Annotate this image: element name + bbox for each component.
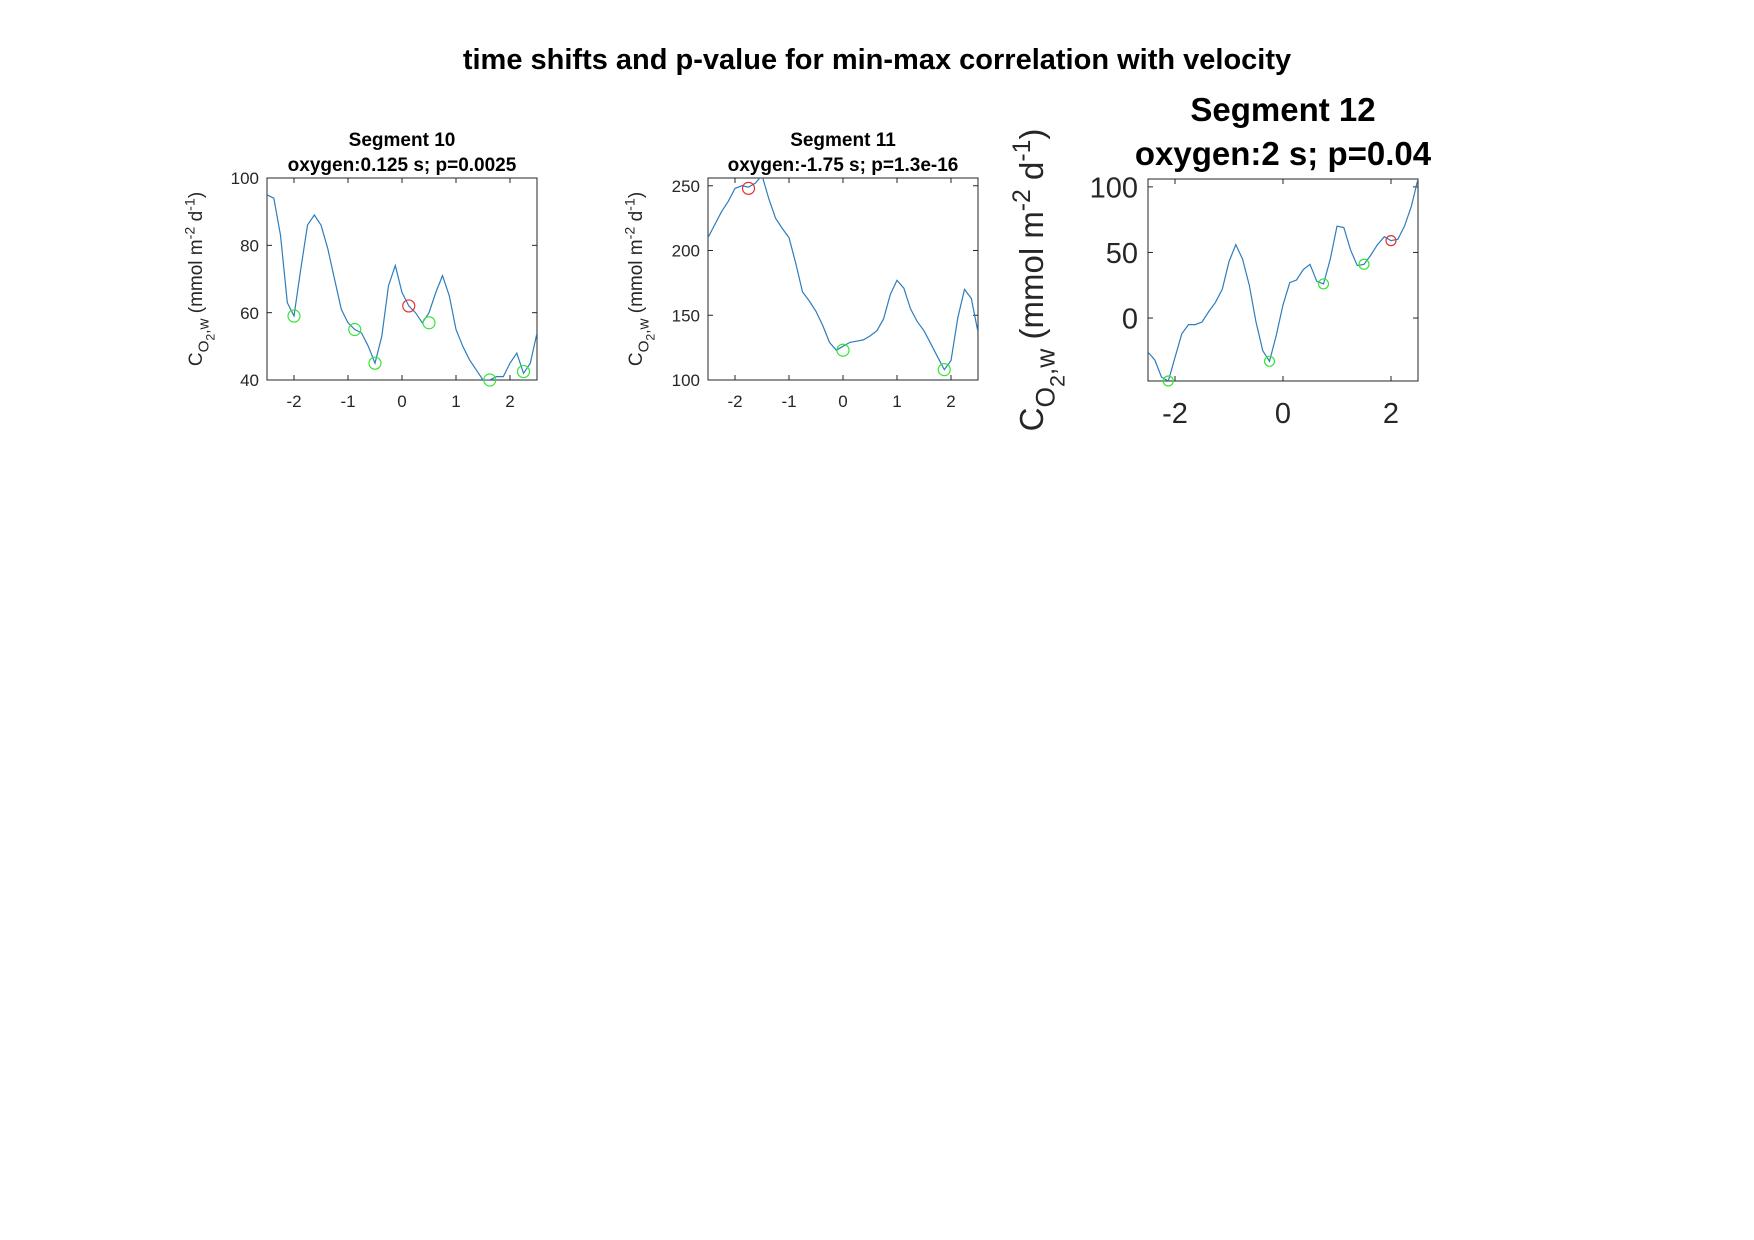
x-tick-label: -1 xyxy=(781,392,796,411)
min-marker xyxy=(348,322,362,337)
y-tick-label: 250 xyxy=(672,177,700,196)
y-axis-label-part: (mmol m xyxy=(626,239,647,318)
y-axis-label-part: 2 xyxy=(643,334,657,341)
min-marker xyxy=(287,309,301,323)
y-tick-label: 100 xyxy=(231,169,259,188)
y-axis-label-part: C xyxy=(1013,408,1050,432)
chart-title-line: oxygen:-1.75 s; p=1.3e-16 xyxy=(728,155,959,176)
min-marker xyxy=(1358,258,1370,270)
min-marker xyxy=(368,356,382,370)
x-tick-label: 2 xyxy=(505,392,514,411)
chart-panel-segment-12: Segment 12 oxygen:2 s; p=0.04 -2 0 2 0 50 100 CO… xyxy=(1009,91,1432,432)
x-tick-label: -2 xyxy=(727,392,742,411)
x-tick-label: -1 xyxy=(340,392,355,411)
chart-title-line: Segment 10 xyxy=(349,130,456,151)
series-line xyxy=(1148,179,1418,381)
y-tick-label: 80 xyxy=(240,236,259,255)
x-tick-label: 0 xyxy=(838,392,847,411)
y-axis-label: CO2,w (mmol m-2 d-1) xyxy=(622,192,657,366)
y-axis-label-part: (mmol m xyxy=(1013,211,1050,348)
y-axis-label-part: C xyxy=(626,352,647,366)
y-axis-label-part: d xyxy=(1013,162,1050,190)
max-marker xyxy=(402,299,416,313)
y-tick-label: 0 xyxy=(1122,303,1138,335)
min-marker xyxy=(937,363,951,377)
y-axis-label-part: -2 xyxy=(182,227,198,240)
y-tick-label: 150 xyxy=(672,306,700,325)
y-tick-label: 50 xyxy=(1106,238,1138,270)
x-tick-label: 1 xyxy=(892,392,901,411)
series-line xyxy=(708,178,978,371)
y-axis-label-part: -2 xyxy=(1009,189,1036,211)
y-axis-label-part: 2 xyxy=(203,334,217,341)
chart-title-line: Segment 11 xyxy=(790,130,896,151)
y-axis-label-part: ,w xyxy=(636,318,653,333)
y-axis-label-part: ) xyxy=(626,192,647,198)
y-axis-label-part: ,w xyxy=(1031,348,1061,375)
y-axis-label-part: -1 xyxy=(622,198,638,211)
y-tick-label: 60 xyxy=(240,304,259,323)
chart-panel-segment-10: Segment 10 oxygen:0.125 s; p=0.0025 -2 -1 0 1… xyxy=(182,130,538,411)
y-tick-label: 40 xyxy=(240,371,259,390)
y-axis-label-part: ) xyxy=(186,192,207,198)
y-axis-label-part: -1 xyxy=(182,198,198,211)
plot-area-box xyxy=(266,177,538,381)
x-tick-label: 0 xyxy=(397,392,406,411)
chart-title-line: oxygen:2 s; p=0.04 xyxy=(1135,135,1432,172)
y-axis-label-part: (mmol m xyxy=(186,239,207,318)
y-axis-label-part: C xyxy=(186,352,207,366)
chart-title-line: Segment 12 xyxy=(1190,91,1375,128)
y-axis-label-part: O xyxy=(1031,387,1061,408)
min-marker xyxy=(836,343,850,357)
y-axis-label-part: -1 xyxy=(1009,140,1036,162)
max-marker xyxy=(1385,235,1397,247)
plot-area-box xyxy=(707,177,979,381)
y-axis-label-part: ,w xyxy=(196,318,213,333)
min-marker xyxy=(422,316,436,330)
y-axis-label: CO2,w (mmol m-2 d-1) xyxy=(182,192,217,366)
min-marker xyxy=(516,364,531,379)
max-marker xyxy=(741,181,756,195)
y-axis-label-part: d xyxy=(186,211,207,227)
plot-area-box xyxy=(1147,178,1419,382)
y-axis-label-part: O xyxy=(636,340,653,352)
y-tick-label: 200 xyxy=(672,242,700,261)
min-marker xyxy=(1317,278,1330,290)
y-axis-label-part: -2 xyxy=(622,227,638,240)
y-axis-label-part: O xyxy=(196,340,213,352)
chart-panel-segment-11: Segment 11 oxygen:-1.75 s; p=1.3e-16 -2 -1 0… xyxy=(622,130,979,411)
series-line xyxy=(267,194,537,380)
figure-title: time shifts and p-value for min-max corr… xyxy=(462,44,1292,76)
x-tick-label: 1 xyxy=(451,392,460,411)
min-marker xyxy=(1162,375,1174,387)
x-tick-label: -2 xyxy=(1162,398,1188,430)
x-tick-label: -2 xyxy=(286,392,301,411)
y-axis-label-part: ) xyxy=(1013,129,1050,140)
y-axis-label: CO2,w (mmol m-2 d-1) xyxy=(1009,129,1070,432)
y-tick-label: 100 xyxy=(1090,172,1138,204)
x-tick-label: 0 xyxy=(1275,398,1291,430)
y-tick-label: 100 xyxy=(672,371,700,390)
y-axis-label-part: d xyxy=(626,211,647,227)
y-axis-label-part: 2 xyxy=(1045,375,1069,387)
x-tick-label: 2 xyxy=(1383,398,1399,430)
chart-title-line: oxygen:0.125 s; p=0.0025 xyxy=(288,155,517,176)
min-marker xyxy=(483,373,497,387)
x-tick-label: 2 xyxy=(946,392,955,411)
min-marker xyxy=(1263,355,1276,367)
